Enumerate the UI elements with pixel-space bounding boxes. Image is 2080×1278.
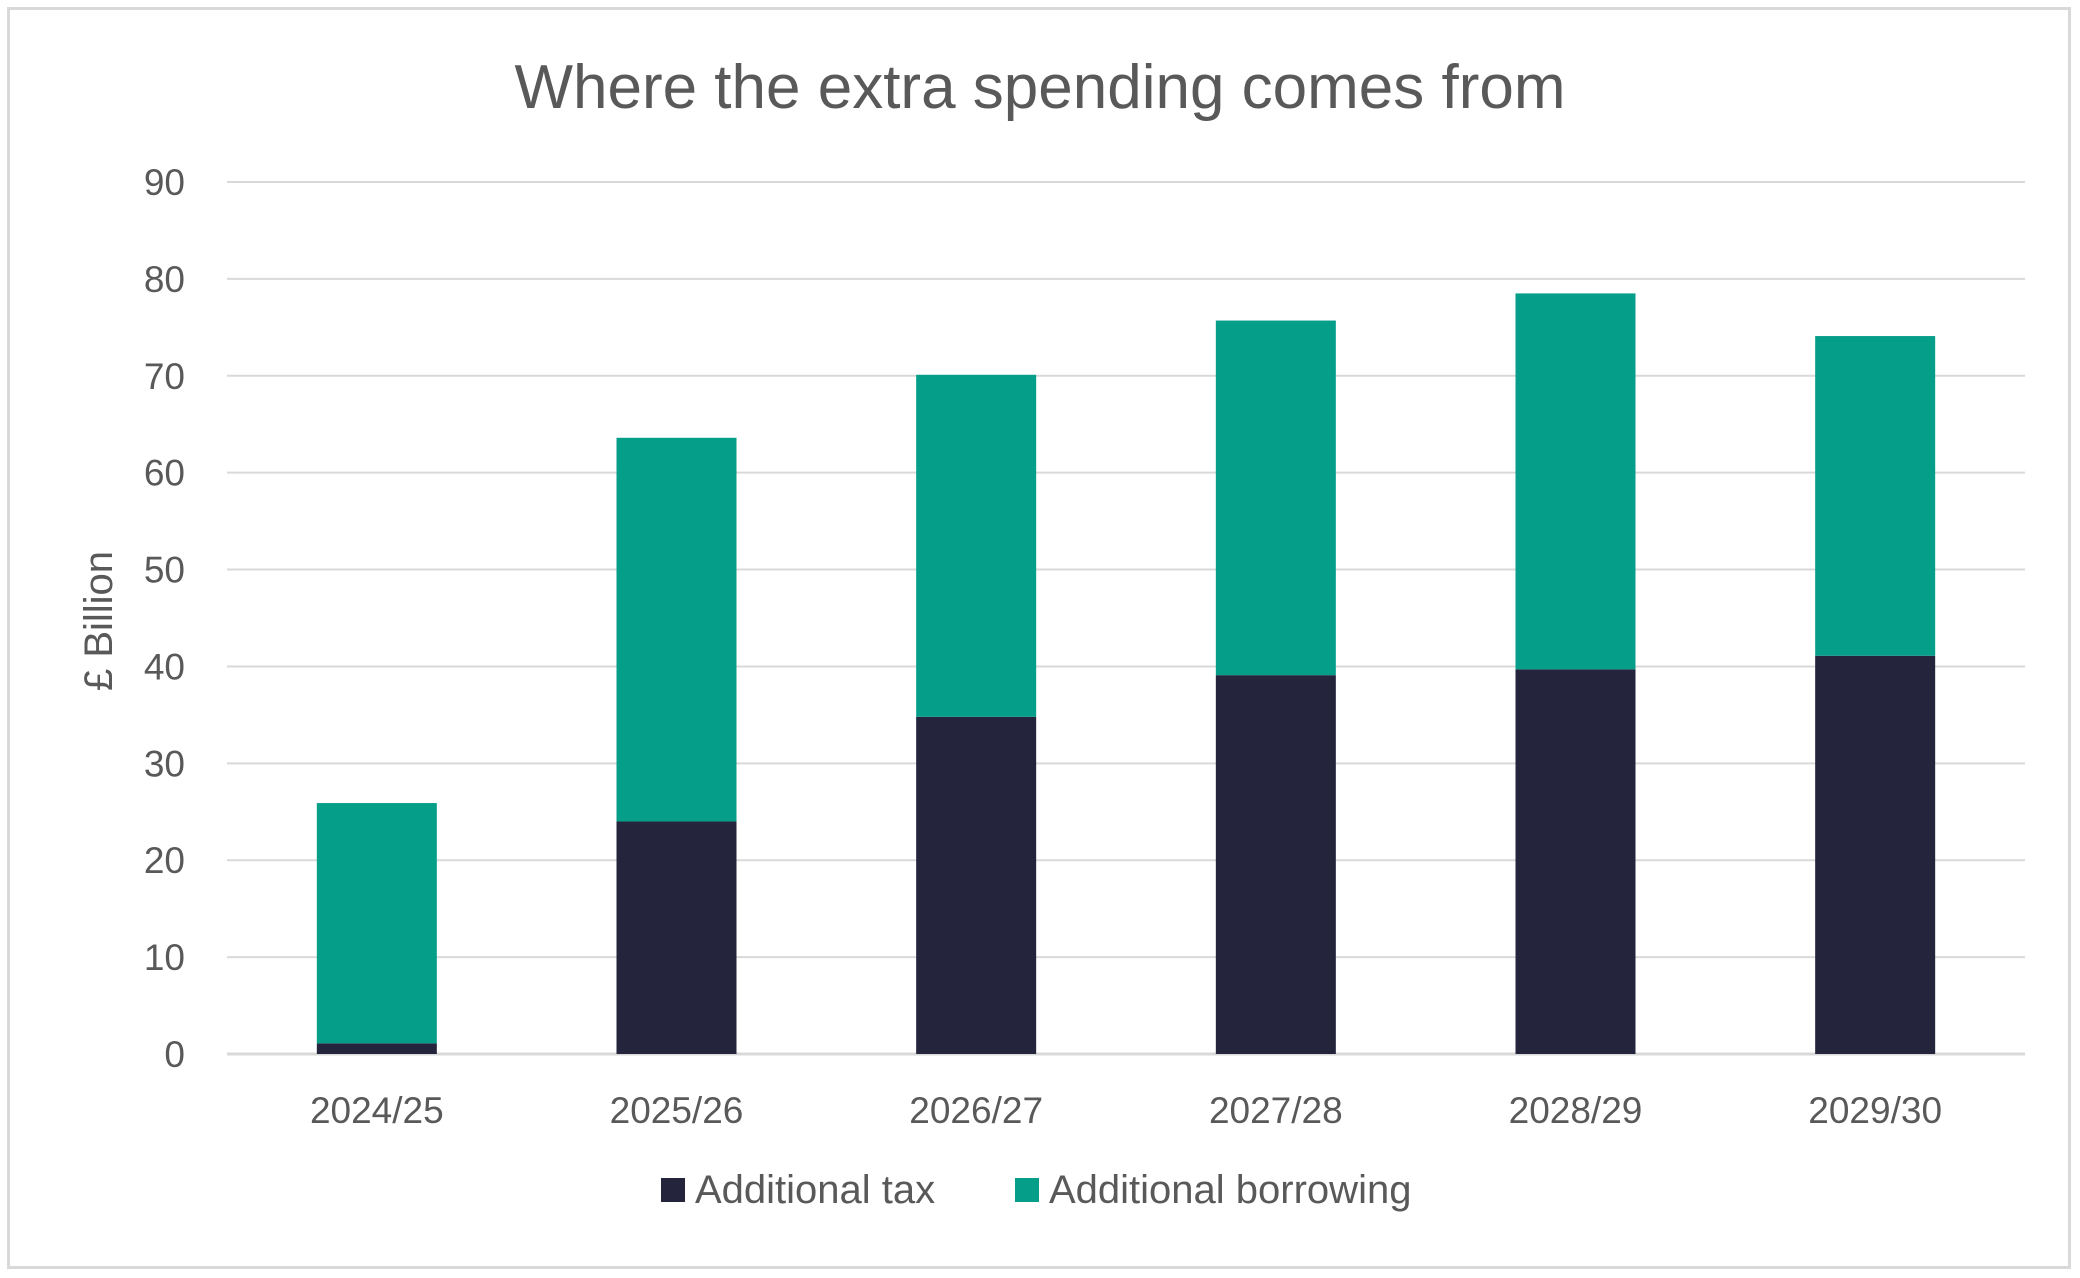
chart-title: Where the extra spending comes from bbox=[514, 53, 1565, 122]
legend-label: Additional borrowing bbox=[1049, 1168, 1411, 1212]
gridlines bbox=[227, 181, 2025, 1056]
bar-additional-borrowing bbox=[1815, 336, 1936, 656]
x-tick-label: 2024/25 bbox=[310, 1090, 444, 1131]
y-tick-label: 0 bbox=[164, 1034, 185, 1075]
x-tick-label: 2026/27 bbox=[909, 1090, 1043, 1131]
bar-additional-tax bbox=[316, 1043, 437, 1054]
y-tick-label: 80 bbox=[144, 259, 185, 300]
y-axis-ticks: 0 10 20 30 40 50 60 70 80 90 bbox=[144, 162, 185, 1075]
bar-additional-borrowing bbox=[1215, 320, 1336, 676]
bar-additional-borrowing bbox=[1515, 293, 1636, 670]
bar-additional-tax bbox=[616, 821, 737, 1054]
x-axis-ticks: 2024/25 2025/26 2026/27 2027/28 2028/29 2029/… bbox=[310, 1090, 1942, 1131]
y-tick-label: 40 bbox=[144, 646, 185, 687]
y-tick-label: 50 bbox=[144, 550, 185, 591]
bar-additional-tax bbox=[1515, 669, 1636, 1054]
bar-additional-tax bbox=[1215, 675, 1336, 1054]
y-tick-label: 60 bbox=[144, 453, 185, 494]
chart-frame bbox=[7, 7, 2071, 1269]
bar-additional-borrowing bbox=[916, 374, 1037, 717]
x-tick-label: 2025/26 bbox=[610, 1090, 744, 1131]
y-tick-label: 10 bbox=[144, 937, 185, 978]
y-axis-title: £ Billion bbox=[77, 551, 121, 691]
y-tick-label: 20 bbox=[144, 840, 185, 881]
y-tick-label: 30 bbox=[144, 743, 185, 784]
bar-additional-borrowing bbox=[616, 437, 737, 822]
x-tick-label: 2027/28 bbox=[1209, 1090, 1343, 1131]
y-tick-label: 70 bbox=[144, 356, 185, 397]
bar-additional-tax bbox=[1815, 655, 1936, 1054]
bars bbox=[316, 293, 1936, 1054]
x-tick-label: 2029/30 bbox=[1808, 1090, 1942, 1131]
legend-label: Additional tax bbox=[695, 1168, 935, 1212]
legend-swatch bbox=[661, 1178, 685, 1202]
bar-additional-borrowing bbox=[316, 803, 437, 1044]
legend-swatch bbox=[1015, 1178, 1039, 1202]
x-tick-label: 2028/29 bbox=[1509, 1090, 1643, 1131]
bar-additional-tax bbox=[916, 716, 1037, 1054]
legend: Additional tax Additional borrowing bbox=[661, 1168, 1411, 1212]
y-tick-label: 90 bbox=[144, 162, 185, 203]
